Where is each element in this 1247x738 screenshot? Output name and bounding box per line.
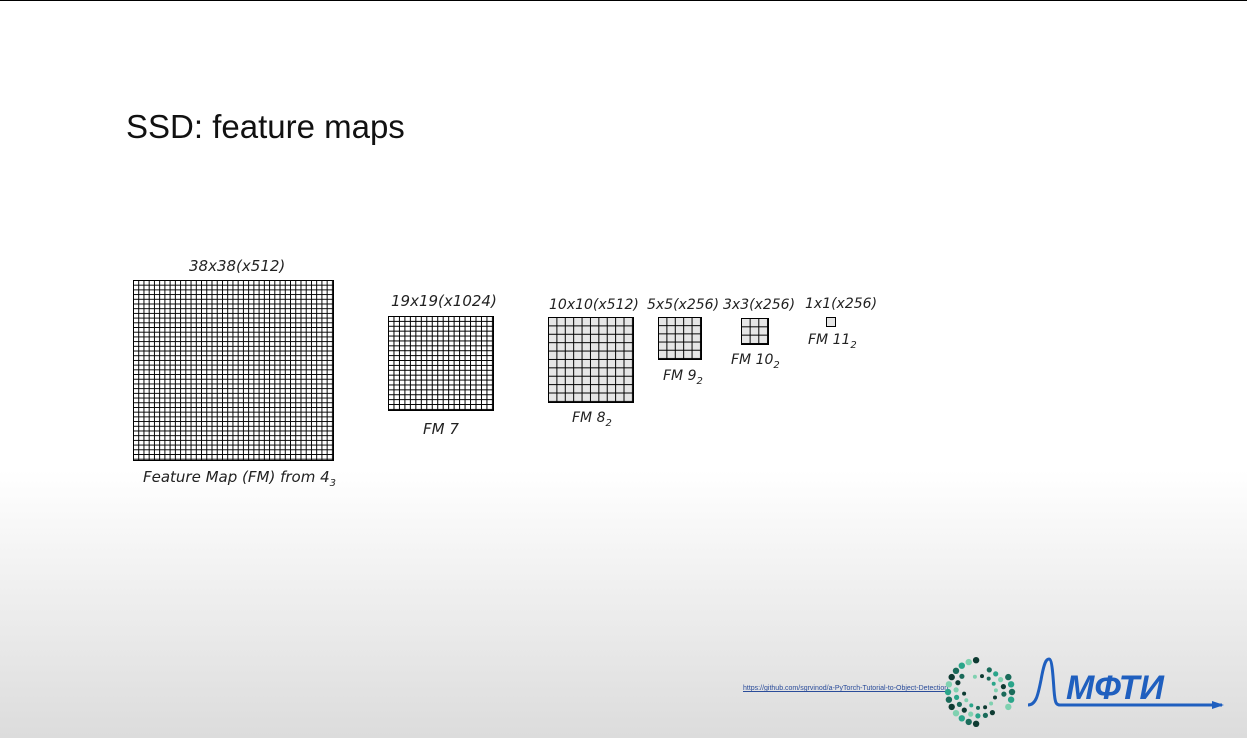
fm5-grid bbox=[741, 318, 769, 345]
ring-dot bbox=[1007, 681, 1015, 688]
mipt-arrow-icon bbox=[1212, 701, 1224, 709]
ring-dot bbox=[959, 673, 965, 679]
fm4-grid bbox=[658, 317, 702, 360]
ring-dot bbox=[991, 681, 996, 686]
ring-dot bbox=[998, 677, 1004, 683]
fm1-size-label: 38x38(x512) bbox=[189, 257, 286, 275]
ring-dot bbox=[975, 713, 981, 719]
ring-dot bbox=[972, 720, 980, 727]
source-link[interactable]: https://github.com/sgrvinod/a-PyTorch-Tu… bbox=[743, 685, 949, 692]
ring-dot bbox=[1008, 688, 1016, 696]
fm4-name-label: FM 92 bbox=[663, 368, 703, 387]
ring-dot bbox=[993, 688, 998, 693]
fm4-size-label: 5x5(x256) bbox=[647, 297, 720, 313]
fm2-grid bbox=[388, 316, 494, 411]
ring-dot bbox=[986, 667, 992, 673]
fm2-name-label: FM 7 bbox=[423, 420, 459, 438]
ring-dot bbox=[980, 674, 984, 679]
ring-dot bbox=[958, 662, 965, 669]
ring-dot bbox=[1000, 684, 1006, 690]
ring-dot bbox=[953, 687, 959, 693]
ring-dot bbox=[944, 688, 952, 696]
fm6-size-label: 1x1(x256) bbox=[805, 296, 878, 312]
ring-dot bbox=[965, 718, 972, 726]
ring-dot bbox=[964, 698, 969, 703]
ring-dot bbox=[955, 680, 961, 686]
ring-dot bbox=[993, 695, 997, 700]
ring-dot bbox=[1007, 696, 1015, 703]
ring-dot bbox=[993, 671, 999, 677]
ring-dot bbox=[972, 657, 980, 664]
ring-dot bbox=[948, 673, 955, 681]
fm5-name-label: FM 102 bbox=[731, 352, 780, 371]
ring-dot bbox=[1005, 673, 1012, 681]
ring-dot bbox=[962, 691, 967, 696]
fm3-grid bbox=[548, 317, 634, 403]
ring-dot bbox=[952, 710, 960, 717]
mipt-wave-icon bbox=[1027, 657, 1222, 707]
ring-dot bbox=[954, 694, 960, 700]
mipt-ring-logo-icon bbox=[944, 657, 1016, 727]
ring-dot bbox=[969, 703, 974, 708]
ring-dot bbox=[948, 703, 955, 711]
ring-dot bbox=[945, 681, 953, 688]
ring-dot bbox=[952, 667, 960, 674]
ring-dot bbox=[945, 696, 953, 703]
fm3-size-label: 10x10(x512) bbox=[549, 297, 639, 313]
top-border bbox=[0, 0, 1247, 1]
mipt-wordmark-text: МФТИ bbox=[1066, 669, 1165, 707]
ring-dot bbox=[989, 710, 995, 716]
fm5-size-label: 3x3(x256) bbox=[723, 297, 796, 313]
ring-dot bbox=[983, 705, 988, 710]
ring-dot bbox=[965, 658, 972, 666]
ring-dot bbox=[982, 712, 988, 718]
mipt-wordmark-logo: МФТИ bbox=[1027, 657, 1224, 709]
ring-dot bbox=[968, 711, 974, 717]
ring-dot bbox=[956, 701, 962, 707]
ring-dot bbox=[986, 676, 991, 681]
fm6-grid bbox=[826, 317, 836, 327]
ring-dot bbox=[961, 707, 967, 713]
fm2-size-label: 19x19(x1024) bbox=[391, 292, 497, 310]
fm1-name-label: Feature Map (FM) from 43 bbox=[143, 468, 336, 489]
ring-dot bbox=[976, 705, 980, 710]
ring-dot bbox=[972, 674, 977, 679]
ring-dot bbox=[1001, 691, 1007, 697]
ring-dot bbox=[989, 701, 994, 706]
fm1-grid bbox=[133, 280, 334, 461]
ring-dot bbox=[1005, 703, 1012, 711]
ring-dot bbox=[958, 715, 965, 722]
fm3-name-label: FM 82 bbox=[572, 410, 612, 429]
slide-title: SSD: feature maps bbox=[126, 108, 405, 145]
fm6-name-label: FM 112 bbox=[808, 332, 857, 351]
